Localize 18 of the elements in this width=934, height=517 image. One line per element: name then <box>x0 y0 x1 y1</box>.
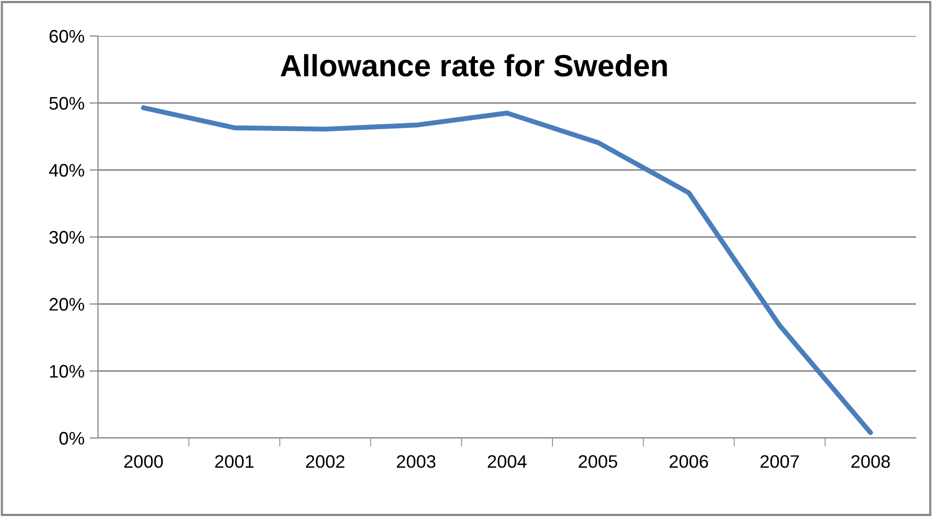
y-tick-label: 60% <box>50 30 84 43</box>
y-tick-label: 40% <box>49 164 84 177</box>
line-series <box>141 105 873 436</box>
x-tick-label: 2001 <box>215 455 254 468</box>
x-tick-label: 2004 <box>488 455 527 468</box>
x-tick-label: 2003 <box>396 455 436 468</box>
chart-title: Allowance rate for Sweden <box>280 54 667 77</box>
x-tick-label: 2000 <box>124 455 163 468</box>
x-tick-label: 2008 <box>851 455 890 468</box>
y-tick-label: 30% <box>49 230 84 244</box>
x-tick-label: 2006 <box>670 455 708 468</box>
x-tick-label: 2005 <box>578 455 618 468</box>
y-tick-label: 0% <box>59 432 84 445</box>
x-tick-label: 2002 <box>306 455 344 468</box>
y-tick-label: 50% <box>49 96 84 110</box>
y-tick-label: 20% <box>50 298 84 311</box>
y-tick-label: 10% <box>50 364 84 378</box>
x-tick-label: 2007 <box>760 455 799 468</box>
